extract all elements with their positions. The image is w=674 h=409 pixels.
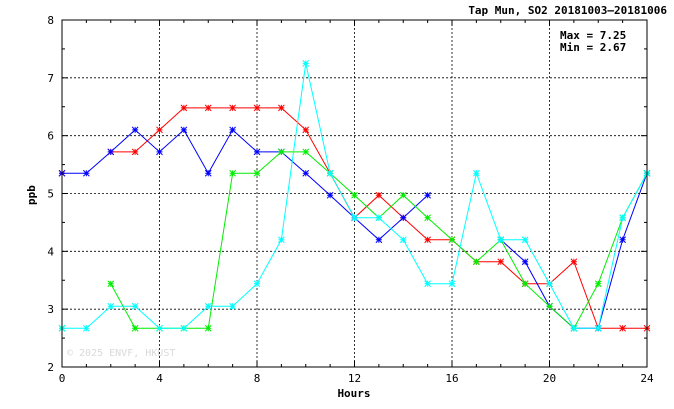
data-point [497,258,505,266]
watermark: © 2025 ENVF, HKUST [67,348,175,359]
x-axis-label: Hours [337,387,370,400]
data-point [83,324,90,332]
y-tick-label: 5 [47,188,54,201]
x-tick-label: 8 [254,372,261,385]
data-point [278,104,285,112]
data-point [424,191,431,199]
data-point [399,191,407,199]
data-point [253,148,261,156]
data-point [131,126,139,134]
data-point [253,169,261,177]
data-point [180,324,188,332]
data-point [302,148,310,156]
data-point [448,236,456,244]
data-point [131,302,139,310]
data-point [399,214,407,222]
data-point [229,126,236,134]
data-point [107,302,115,310]
y-tick-label: 7 [47,72,54,85]
data-point [570,258,578,266]
x-tick-label: 20 [543,372,556,385]
data-point [83,169,90,177]
y-tick-label: 6 [47,130,54,143]
axis-ticks: 0 4 8 12 16 20 24 2 3 4 5 6 7 8 [47,14,654,385]
data-point [131,324,139,332]
x-tick-label: 0 [59,372,66,385]
data-point [594,280,602,288]
data-point [521,236,529,244]
data-point [326,169,334,177]
data-point [521,258,529,266]
data-point [229,104,236,112]
series-line [62,129,428,241]
y-axis-label: ppb [25,185,38,205]
data-point [448,280,456,288]
data-point [546,302,553,310]
y-tick-label: 2 [47,361,54,374]
min-label: Min = 2.67 [560,41,626,54]
data-point [594,324,602,332]
data-point [229,169,236,177]
chart-title: Tap Mun, SO2 20181003—20181006 [468,4,667,17]
data-point [473,258,480,266]
x-tick-label: 12 [348,372,361,385]
data-point [204,169,212,177]
data-point [351,191,358,199]
x-tick-label: 4 [156,372,163,385]
data-point [570,324,578,332]
data-point [131,148,139,156]
data-point [253,104,261,112]
data-point [399,236,407,244]
data-point [521,280,529,288]
data-point [204,104,212,112]
data-point [302,169,310,177]
data-point [375,236,383,244]
data-point [619,236,626,244]
data-point [180,126,188,134]
data-point [156,324,163,332]
x-tick-label: 16 [445,372,458,385]
y-tick-label: 8 [47,14,54,27]
data-point [473,169,480,177]
data-point [253,280,261,288]
y-tick-label: 3 [47,303,54,316]
data-point [107,148,115,156]
data-point [351,214,358,222]
data-point [156,148,163,156]
data-point [424,236,431,244]
x-tick-label: 24 [640,372,654,385]
data-point [180,104,188,112]
data-point [375,191,383,199]
data-point [424,280,431,288]
data-point [619,214,626,222]
data-point [375,214,383,222]
data-point [497,236,505,244]
data-point [204,324,212,332]
data-point [302,126,310,134]
data-point [546,280,553,288]
data-point [326,191,334,199]
data-point [204,302,212,310]
data-point [302,60,310,67]
data-point [229,302,236,310]
y-tick-label: 4 [47,245,54,258]
data-point [619,324,626,332]
data-point [424,214,431,222]
data-point [156,126,163,134]
data-point [278,148,285,156]
max-label: Max = 7.25 [560,29,626,42]
data-point [107,280,115,288]
data-point [278,236,285,244]
